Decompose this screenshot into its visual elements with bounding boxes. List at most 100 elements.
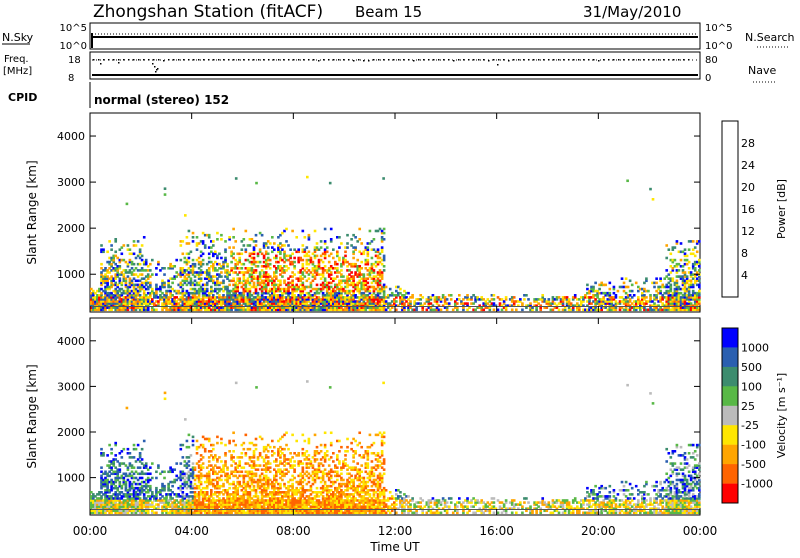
data-cell: [192, 236, 195, 239]
data-cell: [210, 286, 213, 289]
data-cell: [330, 238, 333, 241]
nsearch-label: N.Search: [745, 31, 795, 44]
date-label: 31/May/2010: [583, 3, 681, 21]
nave-point: [178, 59, 180, 61]
data-cell: [220, 479, 223, 482]
nave-point: [233, 59, 235, 61]
data-cell: [141, 448, 144, 451]
freq-label: Freq.: [4, 54, 29, 65]
data-cell: [133, 456, 136, 459]
data-cell: [149, 269, 152, 272]
cpid-text: normal (stereo) 152: [94, 93, 229, 107]
data-cell: [513, 296, 516, 299]
nave-point: [493, 59, 495, 61]
data-cell: [659, 277, 662, 280]
data-cell: [141, 244, 144, 247]
data-cell: [267, 253, 270, 256]
nave-point: [218, 59, 220, 61]
nave-point: [463, 59, 465, 61]
nave-point: [98, 59, 100, 61]
data-cell: [346, 246, 349, 249]
data-cell: [310, 257, 313, 260]
data-cell: [135, 448, 138, 451]
y-tick-label: 2000: [57, 222, 85, 235]
data-cell: [119, 481, 122, 484]
data-cell: [220, 475, 223, 478]
data-cell: [289, 248, 292, 251]
data-cell: [382, 177, 385, 180]
data-cell: [119, 277, 122, 280]
data-cell: [155, 487, 158, 490]
nave-point: [148, 59, 150, 61]
data-cell: [358, 228, 361, 231]
data-cell: [698, 259, 701, 262]
data-cell: [180, 244, 183, 247]
data-cell: [188, 464, 191, 467]
data-cell: [363, 273, 366, 276]
nsky-tick-top: 10^5: [60, 23, 87, 34]
data-cell: [228, 284, 231, 287]
data-cell: [338, 246, 341, 249]
data-cell: [123, 448, 126, 451]
data-cell: [672, 277, 675, 280]
data-cell: [155, 512, 158, 515]
nave-point: [208, 59, 210, 61]
data-cell: [243, 448, 246, 451]
data-cell: [202, 456, 205, 459]
data-cell: [102, 248, 105, 251]
data-cell: [615, 294, 618, 297]
freq-tick-top: 18: [68, 55, 81, 66]
data-cell: [360, 267, 363, 270]
nave-point: [458, 59, 460, 61]
data-cell: [320, 240, 323, 243]
data-cell: [241, 452, 244, 455]
data-cell: [633, 294, 636, 297]
data-cell: [192, 259, 195, 262]
data-cell: [306, 176, 309, 179]
data-cell: [308, 277, 311, 280]
data-cell: [249, 244, 252, 247]
nave-point: [108, 59, 110, 61]
data-cell: [121, 456, 124, 459]
data-cell: [180, 462, 183, 465]
data-cell: [637, 296, 640, 299]
nave-point: [157, 68, 159, 70]
data-cell: [320, 246, 323, 249]
nave-point: [568, 59, 570, 61]
data-cell: [202, 444, 205, 447]
data-cell: [149, 485, 152, 488]
data-cell: [139, 263, 142, 266]
data-cell: [450, 294, 453, 297]
data-cell: [623, 282, 626, 285]
data-cell: [249, 448, 252, 451]
data-cell: [228, 450, 231, 453]
data-cell: [356, 259, 359, 262]
nave-point: [628, 59, 630, 61]
data-cell: [230, 261, 233, 264]
velocity-data-cells: [90, 380, 701, 514]
nave-point: [155, 71, 157, 73]
nave-point: [388, 59, 390, 61]
data-cell: [245, 230, 248, 233]
nave-point: [563, 59, 565, 61]
data-cell: [665, 257, 668, 260]
nave-point: [648, 59, 650, 61]
nave-point: [413, 60, 415, 62]
data-cell: [182, 456, 185, 459]
data-cell: [190, 454, 193, 457]
station-title: Zhongshan Station (fitACF): [93, 2, 323, 22]
data-cell: [409, 300, 412, 303]
data-cell: [127, 448, 130, 451]
data-cell: [360, 261, 363, 264]
data-cell: [238, 257, 241, 260]
data-cell: [135, 244, 138, 247]
data-cell: [208, 438, 211, 441]
data-cell: [684, 271, 687, 274]
nave-point: [443, 59, 445, 61]
data-cell: [617, 290, 620, 293]
data-cell: [210, 489, 213, 492]
data-cell: [222, 280, 225, 283]
data-cell: [184, 214, 187, 217]
data-cell: [157, 464, 160, 467]
